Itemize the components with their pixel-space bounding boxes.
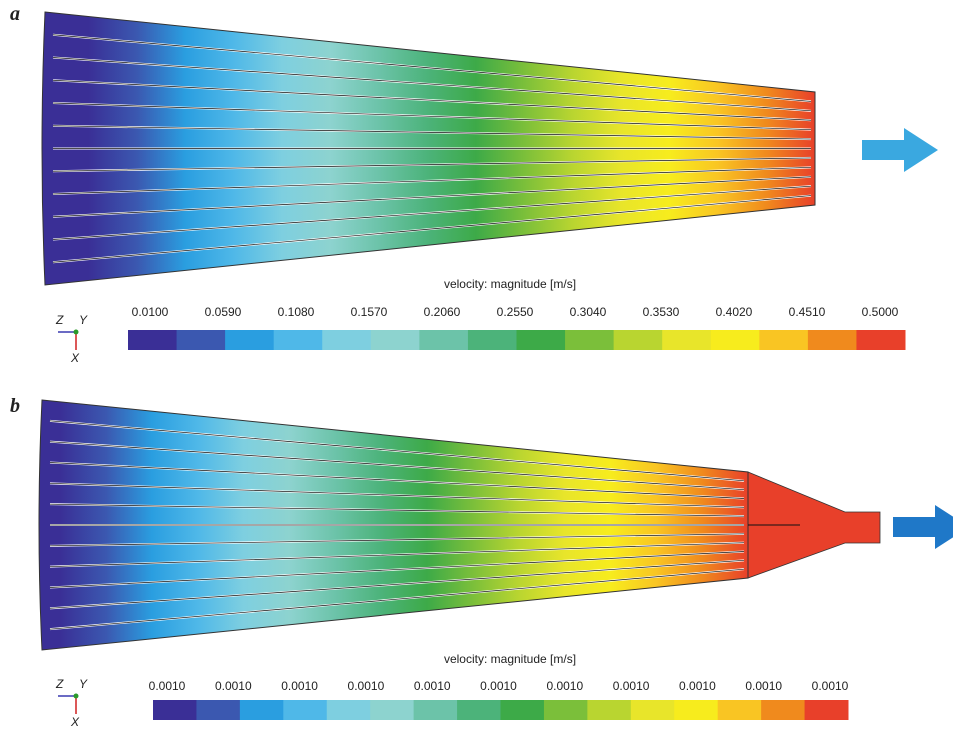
colorbar-tick-label: 0.0010 bbox=[812, 679, 849, 693]
colorbar-tick-label: 0.2550 bbox=[497, 305, 534, 319]
channel-wall bbox=[52, 166, 812, 195]
channel-wall bbox=[52, 102, 812, 131]
colorbar-segment bbox=[273, 330, 323, 350]
colorbar-tick-label: 0.0010 bbox=[281, 679, 318, 693]
colorbar-tick-label: 0.4020 bbox=[716, 305, 753, 319]
colorbar-tick-label: 0.0010 bbox=[348, 679, 385, 693]
colorbar-tick-label: 0.0010 bbox=[546, 679, 583, 693]
colorbar-tick-label: 0.5000 bbox=[862, 305, 899, 319]
colorbar-tick-label: 0.4510 bbox=[789, 305, 826, 319]
panel-label: a bbox=[10, 3, 20, 25]
colorbar-tick-label: 0.0100 bbox=[132, 305, 169, 319]
colorbar-segment bbox=[500, 700, 545, 720]
colorbar-tick-label: 0.1570 bbox=[351, 305, 388, 319]
colorbar-tick-label: 0.2060 bbox=[424, 305, 461, 319]
axis-x-label: X bbox=[70, 351, 80, 365]
channel-wall bbox=[49, 503, 745, 517]
channel-wall bbox=[52, 157, 812, 172]
colorbar-tick-label: 0.0010 bbox=[613, 679, 650, 693]
colorbar-segment bbox=[630, 700, 675, 720]
colorbar-segment bbox=[457, 700, 501, 720]
channel-wall bbox=[52, 79, 812, 121]
colorbar-title: velocity: magnitude [m/s] bbox=[444, 652, 576, 666]
colorbar-segment bbox=[322, 330, 372, 350]
colorbar-segment bbox=[370, 700, 415, 720]
colorbar-segment bbox=[662, 330, 712, 350]
panel-label: b bbox=[10, 395, 20, 417]
axis-y-label: Y bbox=[79, 313, 88, 327]
colorbar-segment bbox=[565, 330, 615, 350]
channel-wall bbox=[49, 551, 745, 588]
channel-wall bbox=[52, 176, 812, 218]
flow-arrow bbox=[862, 128, 938, 172]
colorbar-segment bbox=[761, 700, 806, 720]
channel-wall bbox=[49, 559, 745, 609]
channel-wall bbox=[49, 420, 745, 482]
colorbar-segment bbox=[587, 700, 632, 720]
colorbar-tick-label: 0.3530 bbox=[643, 305, 680, 319]
colorbar-segment bbox=[413, 700, 458, 720]
channel-wall bbox=[49, 533, 745, 547]
colorbar-segment bbox=[196, 700, 241, 720]
channel-wall bbox=[52, 185, 812, 240]
axis-y-label: Y bbox=[79, 677, 88, 691]
colorbar-segment bbox=[807, 330, 857, 350]
channel-wall bbox=[49, 441, 745, 491]
colorbar-segment bbox=[419, 330, 469, 350]
colorbar-segment bbox=[856, 330, 906, 350]
channel-wall bbox=[52, 34, 812, 102]
axis-y bbox=[73, 693, 79, 699]
channel-wall bbox=[49, 462, 745, 499]
colorbar-segment bbox=[239, 700, 284, 720]
colorbar-tick-label: 0.0010 bbox=[745, 679, 782, 693]
channel-wall bbox=[52, 125, 812, 140]
colorbar-segment bbox=[467, 330, 517, 350]
colorbar-tick-label: 0.0010 bbox=[414, 679, 451, 693]
colorbar-tick-label: 0.0010 bbox=[679, 679, 716, 693]
colorbar-segment bbox=[283, 700, 328, 720]
colorbar-segment bbox=[128, 330, 178, 350]
channel-wall bbox=[52, 195, 812, 263]
colorbar-title: velocity: magnitude [m/s] bbox=[444, 277, 576, 291]
axis-z-label: Z bbox=[55, 677, 64, 691]
flow-arrow bbox=[893, 505, 953, 549]
colorbar-segment bbox=[804, 700, 849, 720]
colorbar-segment bbox=[759, 330, 809, 350]
channel-wall bbox=[49, 568, 745, 630]
colorbar-segment bbox=[710, 330, 760, 350]
colorbar-segment bbox=[516, 330, 566, 350]
colorbar-segment bbox=[153, 700, 197, 720]
colorbar-segment bbox=[370, 330, 420, 350]
channel-wall bbox=[49, 542, 745, 568]
colorbar-tick-label: 0.0010 bbox=[215, 679, 252, 693]
colorbar-segment bbox=[543, 700, 588, 720]
colorbar-segment bbox=[717, 700, 762, 720]
colorbar-segment bbox=[176, 330, 226, 350]
channel-wall bbox=[49, 482, 745, 508]
axis-x-label: X bbox=[70, 715, 80, 729]
colorbar-tick-label: 0.1080 bbox=[278, 305, 315, 319]
colorbar-segment bbox=[674, 700, 719, 720]
channel-wall bbox=[52, 57, 812, 112]
colorbar-tick-label: 0.0010 bbox=[480, 679, 517, 693]
axis-z-label: Z bbox=[55, 313, 64, 327]
axis-y bbox=[73, 329, 79, 335]
colorbar-tick-label: 0.0590 bbox=[205, 305, 242, 319]
colorbar-tick-label: 0.3040 bbox=[570, 305, 607, 319]
colorbar-segment bbox=[326, 700, 371, 720]
colorbar-tick-label: 0.0010 bbox=[149, 679, 186, 693]
colorbar-segment bbox=[225, 330, 275, 350]
colorbar-segment bbox=[613, 330, 663, 350]
